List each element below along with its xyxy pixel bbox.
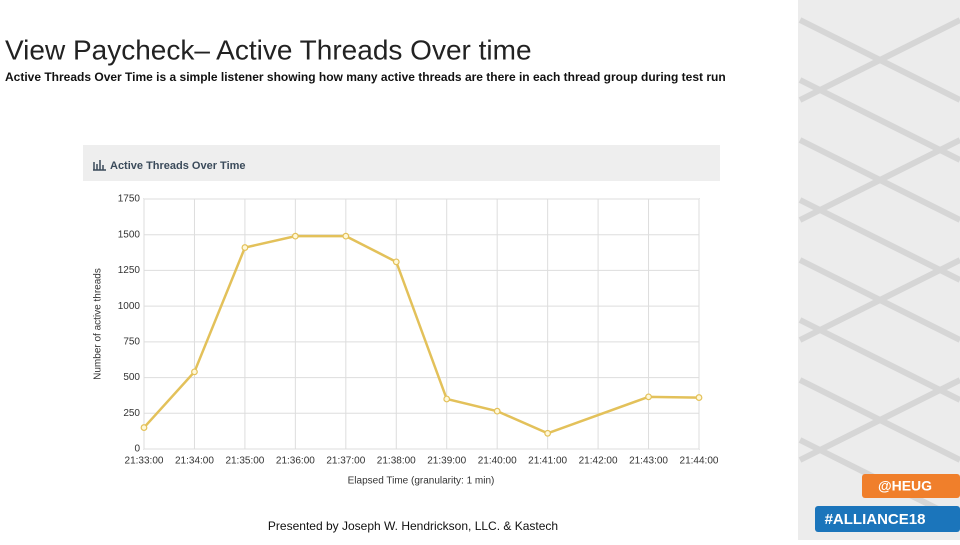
point [645, 393, 652, 401]
x-tick-label: 21:36:00 [276, 456, 315, 467]
point [443, 395, 451, 403]
y-tick-label: 250 [123, 408, 140, 419]
x-tick-label: 21:42:00 [579, 456, 618, 467]
y-tick-label: 500 [123, 372, 140, 383]
tag-label: #ALLIANCE18 [825, 511, 926, 528]
x-tick-label: 21:37:00 [326, 456, 365, 467]
x-tick-label: 21:43:00 [629, 456, 668, 467]
point [342, 232, 350, 240]
pattern [798, 0, 960, 540]
y-tick-label: 1000 [118, 301, 141, 312]
y-tick-label: 1250 [118, 265, 141, 276]
point [392, 258, 400, 266]
chart-icon [93, 160, 106, 171]
y-tick-label: 750 [123, 336, 140, 347]
point [291, 232, 299, 240]
tag-label: @HEUG [878, 478, 932, 494]
point [241, 244, 249, 251]
plot-area [143, 198, 700, 450]
footer: Presented by Joseph W. Hendrickson, LLC.… [268, 519, 558, 533]
x-tick-label: 21:35:00 [225, 456, 264, 467]
y-tick-label: 1500 [118, 229, 141, 240]
x-tick-label: 21:41:00 [528, 456, 567, 467]
y-tick-label: 0 [134, 444, 140, 455]
y-axis-label: Number of active threads [93, 268, 104, 380]
point [140, 424, 148, 431]
x-tick-label: 21:44:00 [680, 456, 719, 467]
slide-subtitle: Active Threads Over Time is a simple lis… [5, 70, 726, 84]
panel-header [83, 145, 720, 181]
slide-title: View Paycheck– Active Threads Over time [5, 34, 532, 65]
x-tick-label: 21:34:00 [175, 456, 214, 467]
x-tick-label: 21:38:00 [377, 456, 416, 467]
tag [815, 506, 960, 532]
point [191, 368, 198, 376]
pattern-lines [798, 17, 960, 523]
point [493, 407, 501, 415]
x-tick-label: 21:33:00 [125, 456, 164, 467]
x-tick-label: 21:39:00 [427, 456, 466, 467]
tag [862, 474, 960, 498]
point [544, 429, 552, 437]
x-axis-label: Elapsed Time (granularity: 1 min) [348, 476, 495, 487]
point [695, 394, 703, 401]
chart-title: Active Threads Over Time [110, 160, 246, 172]
y-tick-label: 1750 [118, 194, 141, 205]
x-tick-label: 21:40:00 [478, 456, 517, 467]
